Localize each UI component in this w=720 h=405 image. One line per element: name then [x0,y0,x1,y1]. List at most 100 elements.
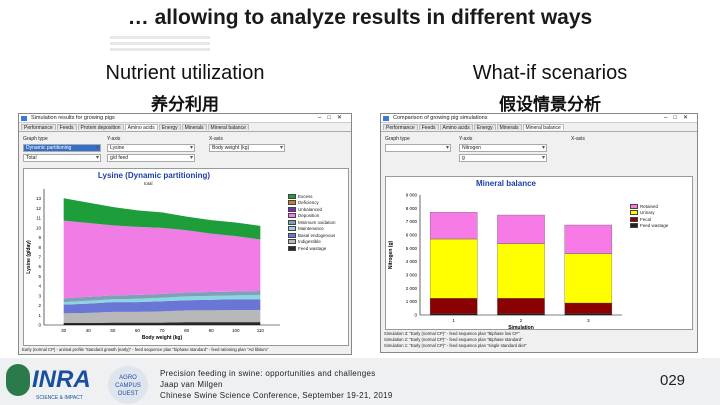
status-line-1: Simulation 1: "Early (normal CP)" - feed… [384,343,527,348]
tab-minerals[interactable]: Minerals [181,124,207,131]
slide-title: … allowing to analyze results in differe… [127,6,593,29]
y-tick-label: 7 [38,255,41,260]
legend-label: Basal endogenous [298,232,336,238]
legend-item: Indigestible [288,239,336,246]
y-tick-label: 13 [36,196,42,201]
tab-minerals[interactable]: Minerals [496,124,522,131]
tab-amino-acids[interactable]: Amino acids [124,124,158,131]
right-chart-panel: Mineral balance 0 1 000 2 000 3 000 4 000 5 0… [385,176,693,331]
tab-amino-acids[interactable]: Amino acids [439,124,473,131]
y-axis-select[interactable]: Lysine [107,144,195,152]
legend-swatch [288,232,296,238]
footer-line-1: Precision feeding in swine: opportunitie… [160,369,376,378]
y-tick-label: 0 [38,323,41,328]
y-tick-label: 1 [38,313,41,318]
area-deposition [63,220,261,299]
legend-label: Urinary [640,210,655,216]
left-subheading: 养分利用 [151,95,219,114]
graph-mode-select[interactable]: Total [23,154,101,162]
bar-retained [497,214,545,244]
legend-swatch [288,226,296,232]
status-line-2: Simulation 2: "Early (normal CP)" - feed… [384,337,523,342]
y-tick-label: 6 [38,264,41,269]
bar-fecal [564,302,613,314]
y-axis-title: Lysine (g/day) [26,240,32,274]
legend-label: Indigestible [298,239,321,245]
legend-label: Excess [298,193,313,199]
y-tick-label: 9 000 [406,193,418,198]
right-subheading: 假设情景分析 [499,95,601,114]
left-tab-bar: Performance Feeds Protein deposition Ami… [19,123,351,132]
area-minimum-oxidation [63,291,261,303]
bar-fecal [429,298,478,314]
legend-swatch [288,206,296,212]
bar-retained [564,224,613,254]
legend-item: Feed wastage [630,223,668,230]
y-tick-label: 0 [414,313,417,318]
right-window-titlebar[interactable]: Comparison of growing pig simulations –□✕ [381,114,697,123]
right-app-window: Comparison of growing pig simulations –□✕… [380,113,698,353]
right-chart-title: Mineral balance [475,179,537,188]
y-unit-select[interactable]: g/d feed [107,154,195,162]
agrocampus-logo: AGRO CAMPUS OUEST [108,366,148,404]
x-tick-label: 90 [209,328,215,333]
x-tick-label: 30 [61,328,67,333]
legend-item: Deposition [288,213,336,220]
x-axis-label: X-axis [209,136,223,142]
legend-label: Fecal [640,216,652,222]
footer-text: Precision feeding in swine: opportunitie… [160,368,393,401]
left-window-titlebar[interactable]: Simulation results for growing pigs –□✕ [19,114,351,123]
left-window-title: Simulation results for growing pigs [31,115,115,121]
x-tick-label: 40 [86,328,92,333]
graph-type-select[interactable] [385,144,451,152]
window-controls[interactable]: –□✕ [318,115,348,121]
y-tick-label: 10 [36,225,42,230]
footer-line-3: Chinese Swine Science Conference, Septem… [160,391,393,400]
area-excess [63,198,261,240]
legend-label: Retained [640,203,659,209]
page-number: 029 [660,372,686,389]
tab-energy[interactable]: Energy [473,124,496,131]
app-icon [21,116,27,121]
y-tick-label: 1 000 [406,299,418,304]
y-unit-select[interactable]: g [459,154,547,162]
left-status-text: Early (normal CP) - animal profile "stan… [22,347,269,352]
tab-energy[interactable]: Energy [158,124,181,131]
legend-item: Excess [288,193,336,200]
legend-swatch [288,239,296,245]
tab-feeds[interactable]: Feeds [418,124,439,131]
tab-performance[interactable]: Performance [21,124,56,131]
right-tab-bar: Performance Feeds Amino acids Energy Min… [381,123,697,132]
graph-type-select[interactable]: Dynamic partitioning [23,144,101,152]
window-controls[interactable]: –□✕ [664,115,694,121]
legend-item: Deficiency [288,200,336,207]
app-icon [383,116,389,121]
x-axis-select[interactable]: Body weight (kg) [209,144,285,152]
legend-label: Feed wastage [298,245,327,251]
legend-item: Fecal [630,216,668,223]
left-chart-title: Lysine (Dynamic partitioning) [97,171,211,180]
tab-mineral-balance[interactable]: Mineral balance [207,124,249,131]
tab-mineral-balance[interactable]: Mineral balance [522,124,564,131]
y-axis-label: Y-axis [459,136,473,142]
bar-urinary [429,238,478,299]
legend-swatch [288,245,296,251]
area-feed-wastage [63,322,261,325]
legend-swatch [630,216,638,222]
area-maintenance [63,294,261,305]
tab-protein-deposition[interactable]: Protein deposition [77,124,124,131]
inra-leaf-icon [6,364,30,396]
y-tick-label: 3 000 [406,273,418,278]
tab-performance[interactable]: Performance [383,124,418,131]
legend-label: Unbalanced [298,206,323,212]
area-indigestible [63,309,261,324]
right-status-text: Simulation 3: "Early (normal CP)" - feed… [384,331,526,349]
y-tick-label: 12 [36,206,42,211]
x-axis-title: Body weight (kg) [142,335,183,341]
legend-item: Minimum oxidation [288,219,336,226]
y-tick-label: 3 [38,293,41,298]
y-axis-select[interactable]: Nitrogen [459,144,547,152]
tab-feeds[interactable]: Feeds [56,124,77,131]
